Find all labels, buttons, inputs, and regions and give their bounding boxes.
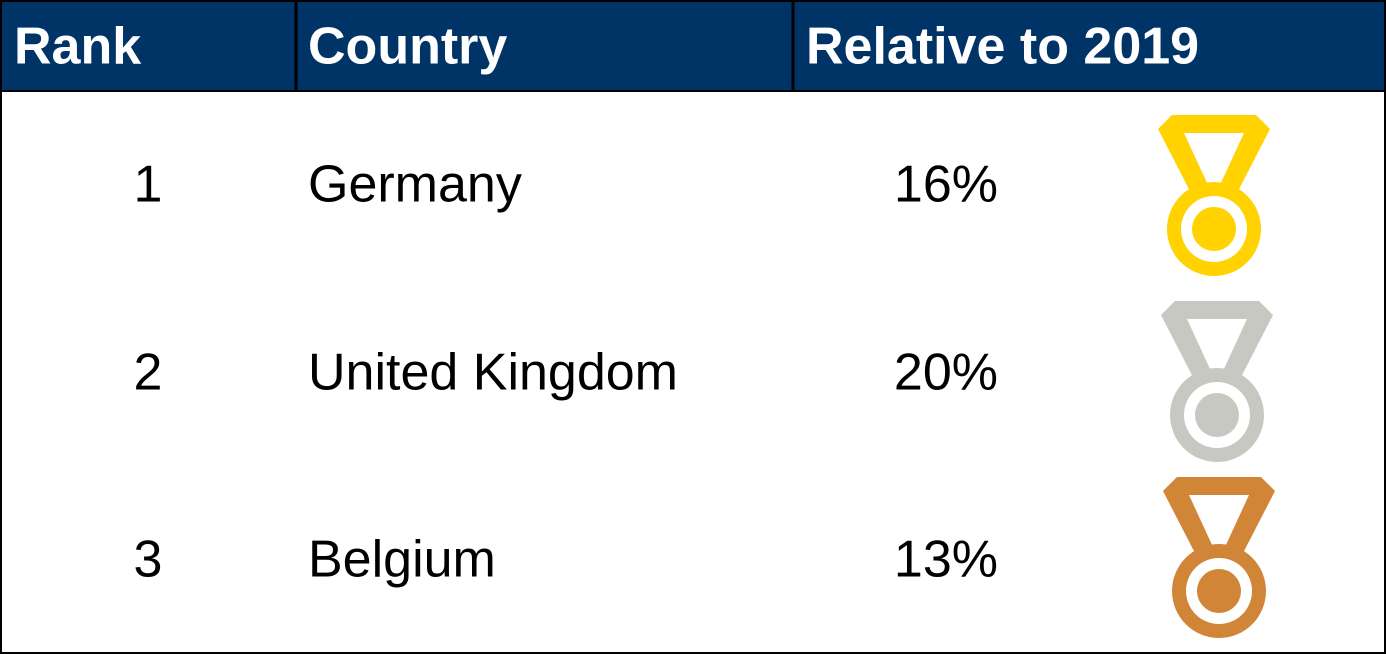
country-cell: Belgium [308, 531, 496, 589]
header-band [0, 0, 1386, 92]
value-cell: 16% [894, 156, 998, 214]
value-cell: 13% [894, 531, 998, 589]
rank-cell: 3 [134, 531, 163, 589]
header-cell: Rank [14, 18, 141, 76]
country-cell: Germany [308, 156, 522, 214]
rank-cell: 2 [134, 344, 163, 402]
header-cell: Country [308, 18, 507, 76]
rank-cell: 1 [134, 156, 163, 214]
value-cell: 20% [894, 344, 998, 402]
header-cell: Relative to 2019 [806, 18, 1199, 76]
country-cell: United Kingdom [308, 344, 678, 402]
